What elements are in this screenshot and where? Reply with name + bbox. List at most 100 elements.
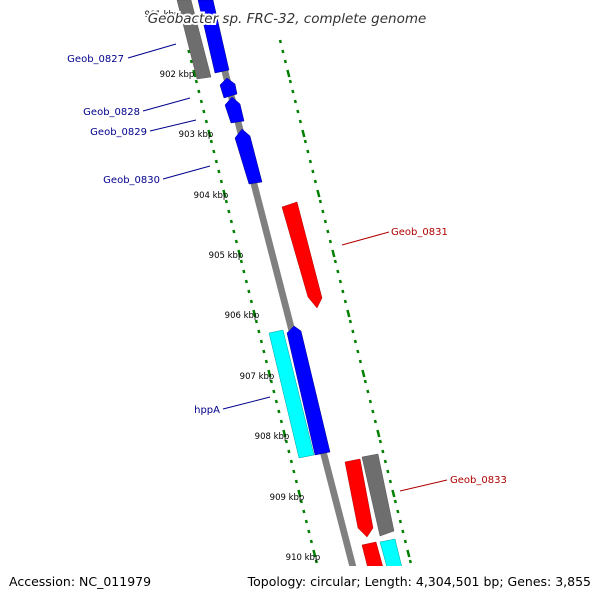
tick-dot bbox=[316, 189, 321, 198]
tick-dot bbox=[368, 399, 372, 404]
tick-dot bbox=[254, 319, 258, 324]
tick-dot bbox=[307, 529, 311, 534]
tick-dot bbox=[353, 339, 357, 344]
gene-labels: Geob_0827 Geob_0828 Geob_0829 Geob_0830 Geob… bbox=[67, 43, 507, 492]
tick-dot bbox=[304, 519, 308, 524]
tick-dot bbox=[366, 389, 370, 394]
tick-dot bbox=[343, 299, 347, 304]
tick-label: 910 kbp bbox=[286, 553, 321, 563]
tick-dot bbox=[264, 359, 268, 364]
tick-label: 902 kbp bbox=[160, 70, 195, 80]
tick-dot bbox=[207, 129, 212, 138]
tick-dot bbox=[212, 149, 216, 154]
tick-dot bbox=[408, 559, 412, 564]
tick-dot bbox=[237, 249, 242, 258]
gene-label: Geob_0831 bbox=[391, 227, 448, 238]
accession-text: Accession: NC_011979 bbox=[9, 574, 152, 589]
tick-dot bbox=[318, 199, 322, 204]
tick-dot bbox=[356, 349, 360, 354]
tick-dot bbox=[281, 49, 285, 54]
tick-label: 907 kbp bbox=[240, 372, 275, 382]
tick-dot bbox=[274, 399, 278, 404]
tick-dot bbox=[222, 189, 227, 198]
tick-dot bbox=[313, 179, 317, 184]
tick-dot bbox=[239, 259, 243, 264]
tick-dot bbox=[291, 89, 295, 94]
tick-dot bbox=[308, 159, 312, 164]
tick-dot bbox=[314, 559, 318, 564]
tick-label: 904 kbp bbox=[194, 191, 229, 201]
tick-dot bbox=[272, 389, 276, 394]
tick-dot bbox=[418, 590, 419, 593]
tick-dot bbox=[269, 379, 273, 384]
tick-dot bbox=[282, 429, 287, 438]
gene-label-leader bbox=[142, 97, 191, 112]
tick-dot bbox=[277, 409, 281, 414]
tick-dot bbox=[192, 69, 197, 78]
gene-feature-other-right bbox=[361, 453, 395, 537]
tick-dot bbox=[336, 269, 340, 274]
tick-dot bbox=[376, 429, 381, 438]
tick-dot bbox=[302, 509, 306, 514]
tick-dot bbox=[388, 479, 392, 484]
gene-label-leader bbox=[127, 43, 177, 59]
tick-dot bbox=[328, 239, 332, 244]
tick-dot bbox=[294, 479, 298, 484]
tick-label: 903 kbp bbox=[179, 130, 214, 140]
tick-dot bbox=[309, 539, 313, 544]
gene-label-leader bbox=[341, 231, 390, 246]
tick-dot bbox=[187, 49, 191, 54]
gene-label: Geob_0833 bbox=[450, 475, 507, 486]
tick-dot bbox=[204, 119, 208, 124]
gene-label: hppA bbox=[194, 405, 220, 416]
tick-dot bbox=[346, 309, 351, 318]
tick-dot bbox=[247, 289, 251, 294]
tick-label: 901 kbp bbox=[145, 10, 180, 20]
gene-feature-hppa bbox=[286, 325, 331, 456]
tick-dot bbox=[287, 449, 291, 454]
gene-label-leader bbox=[149, 119, 197, 132]
gene-feature-geob-0828 bbox=[219, 77, 238, 99]
tick-dot bbox=[286, 69, 291, 78]
tick-dot bbox=[338, 279, 342, 284]
tick-dot bbox=[303, 139, 307, 144]
tick-dot bbox=[383, 459, 387, 464]
gene-feature-geob-0830 bbox=[234, 128, 263, 185]
tick-dot bbox=[403, 539, 407, 544]
tick-dot bbox=[293, 99, 297, 104]
gene-feature-geob-0831 bbox=[281, 201, 323, 309]
tick-label: 908 kbp bbox=[255, 432, 290, 442]
tick-dot bbox=[358, 359, 362, 364]
tick-dot bbox=[311, 169, 315, 174]
gene-label-leader bbox=[399, 479, 448, 492]
tick-dot bbox=[234, 239, 238, 244]
tick-dot bbox=[312, 549, 317, 558]
gene-label: Geob_0829 bbox=[90, 127, 147, 138]
tick-dot bbox=[242, 269, 246, 274]
tick-dot bbox=[373, 419, 377, 424]
tick-dot bbox=[259, 339, 263, 344]
tick-dot bbox=[244, 279, 248, 284]
tick-dot bbox=[229, 219, 233, 224]
tick-dot bbox=[406, 549, 411, 558]
tick-dot bbox=[361, 369, 366, 378]
tick-dot bbox=[351, 329, 355, 334]
tick-dot bbox=[398, 519, 402, 524]
tick-dot bbox=[413, 570, 414, 573]
tick-dot bbox=[252, 309, 257, 318]
tick-dot bbox=[319, 570, 320, 573]
tick-dot bbox=[363, 379, 367, 384]
tick-dot bbox=[214, 159, 218, 164]
tick-dot bbox=[292, 469, 296, 474]
tick-dot bbox=[278, 39, 282, 44]
tick-dot bbox=[333, 259, 337, 264]
tick-dot bbox=[331, 249, 336, 258]
map-title: Geobacter sp. FRC-32, complete genome bbox=[148, 11, 427, 27]
tick-dot bbox=[189, 59, 193, 64]
tick-dot bbox=[296, 109, 300, 114]
gene-feature-cyan-bottom bbox=[379, 538, 402, 566]
tick-dot bbox=[194, 79, 198, 84]
tick-dot bbox=[284, 439, 288, 444]
tick-dot bbox=[393, 499, 397, 504]
